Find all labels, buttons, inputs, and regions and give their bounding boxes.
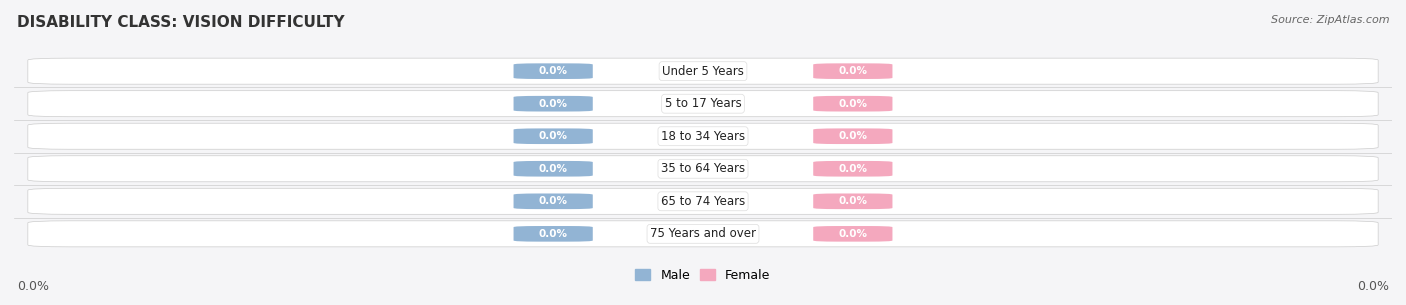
FancyBboxPatch shape [28,221,1378,247]
FancyBboxPatch shape [513,161,593,177]
Text: 0.0%: 0.0% [538,99,568,109]
Text: Under 5 Years: Under 5 Years [662,65,744,78]
Text: 5 to 17 Years: 5 to 17 Years [665,97,741,110]
Text: 18 to 34 Years: 18 to 34 Years [661,130,745,143]
Text: 0.0%: 0.0% [17,280,49,293]
Legend: Male, Female: Male, Female [630,264,776,287]
FancyBboxPatch shape [813,63,893,79]
Text: DISABILITY CLASS: VISION DIFFICULTY: DISABILITY CLASS: VISION DIFFICULTY [17,15,344,30]
FancyBboxPatch shape [28,123,1378,149]
Text: 65 to 74 Years: 65 to 74 Years [661,195,745,208]
FancyBboxPatch shape [513,226,593,242]
Text: 0.0%: 0.0% [838,229,868,239]
Text: 75 Years and over: 75 Years and over [650,227,756,240]
FancyBboxPatch shape [28,58,1378,84]
Text: 0.0%: 0.0% [538,196,568,206]
Text: 0.0%: 0.0% [838,99,868,109]
Text: 0.0%: 0.0% [838,66,868,76]
FancyBboxPatch shape [28,188,1378,214]
FancyBboxPatch shape [513,63,593,79]
FancyBboxPatch shape [513,193,593,209]
Text: 0.0%: 0.0% [538,131,568,141]
Text: 0.0%: 0.0% [538,229,568,239]
FancyBboxPatch shape [513,96,593,112]
Text: 0.0%: 0.0% [838,196,868,206]
Text: 0.0%: 0.0% [538,164,568,174]
Text: Source: ZipAtlas.com: Source: ZipAtlas.com [1271,15,1389,25]
FancyBboxPatch shape [28,156,1378,182]
FancyBboxPatch shape [813,161,893,177]
FancyBboxPatch shape [513,128,593,144]
FancyBboxPatch shape [813,226,893,242]
FancyBboxPatch shape [813,193,893,209]
Text: 0.0%: 0.0% [1357,280,1389,293]
FancyBboxPatch shape [28,91,1378,117]
Text: 35 to 64 Years: 35 to 64 Years [661,162,745,175]
Text: 0.0%: 0.0% [838,164,868,174]
FancyBboxPatch shape [813,96,893,112]
Text: 0.0%: 0.0% [838,131,868,141]
FancyBboxPatch shape [813,128,893,144]
Text: 0.0%: 0.0% [538,66,568,76]
